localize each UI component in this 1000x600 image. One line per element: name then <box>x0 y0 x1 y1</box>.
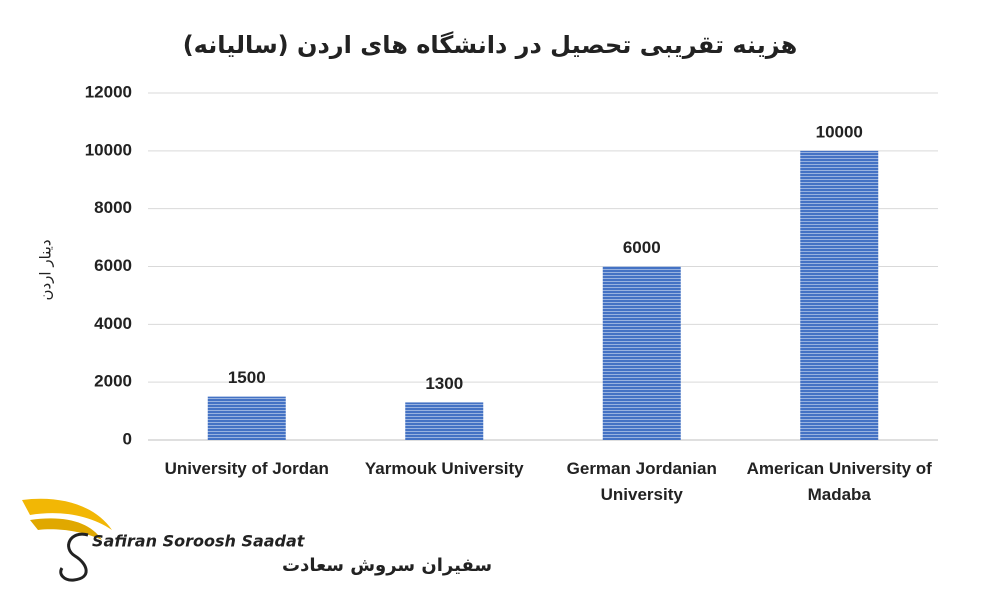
x-tick-label: Yarmouk University <box>364 459 524 478</box>
logo-s <box>59 532 89 582</box>
y-axis-label: دینار اردن <box>37 239 55 300</box>
bar <box>405 402 484 440</box>
x-tick-label: German Jordanian University <box>566 459 717 504</box>
chart-title: هزینه تقریبی تحصیل در دانشگاه های اردن (… <box>183 31 798 59</box>
y-tick-label: 4000 <box>94 314 132 333</box>
bar <box>207 396 286 440</box>
x-tick-label: University of Jordan <box>164 459 329 478</box>
logo: Safiran Soroosh Saadat سفیران سروش سعادت <box>22 498 492 582</box>
y-tick-label: 2000 <box>94 372 132 391</box>
y-tick-label: 12000 <box>85 82 132 101</box>
data-label: 1300 <box>425 374 463 393</box>
logo-name-fa: سفیران سروش سعادت <box>282 555 492 576</box>
data-label: 6000 <box>623 238 661 257</box>
bar <box>602 266 681 440</box>
y-tick-label: 10000 <box>85 140 132 159</box>
logo-wing <box>30 518 102 540</box>
logo-wing <box>22 498 112 530</box>
x-tick-label: American University of Madaba <box>746 459 932 504</box>
bar <box>800 150 879 441</box>
data-label: 1500 <box>228 368 266 387</box>
y-tick-label: 8000 <box>94 198 132 217</box>
y-tick-label: 0 <box>123 429 132 448</box>
y-tick-label: 6000 <box>94 256 132 275</box>
data-label: 10000 <box>816 122 863 141</box>
logo-name: Safiran Soroosh Saadat <box>92 532 306 551</box>
